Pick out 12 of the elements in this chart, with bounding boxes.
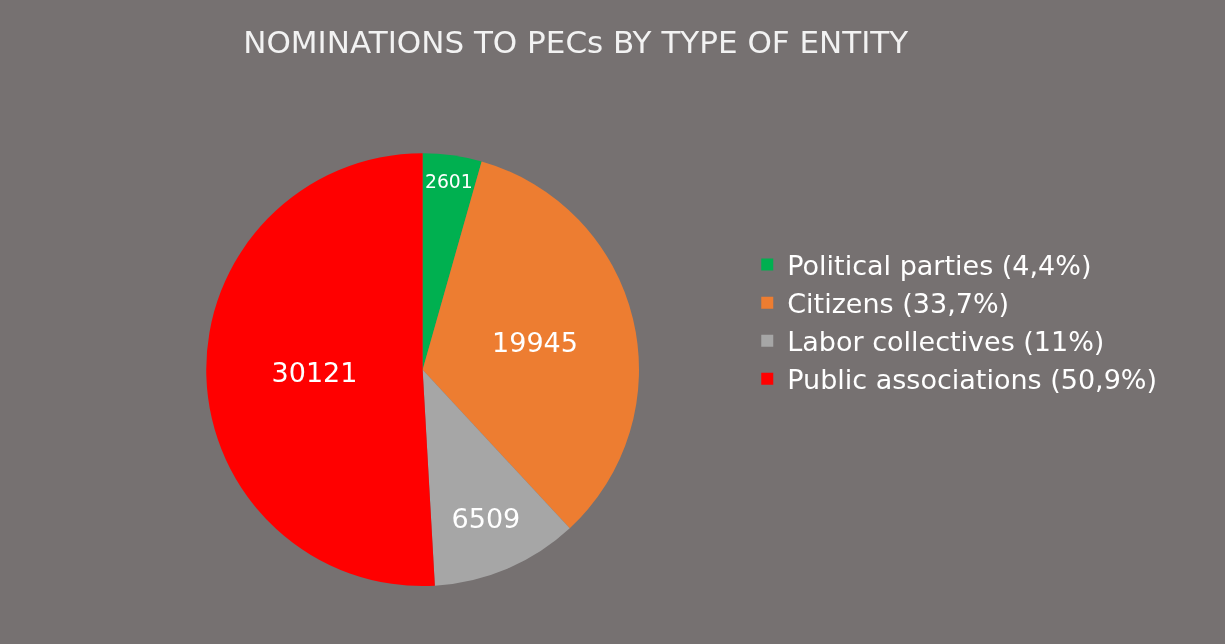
pie-slice xyxy=(422,153,482,370)
legend-label: Public associations (50,9%) xyxy=(787,364,1158,396)
pie-slice xyxy=(422,161,639,529)
data-label: 19945 xyxy=(492,327,578,359)
legend-label: Political parties (4,4%) xyxy=(787,250,1092,282)
chart-title: NOMINATIONS TO PECs BY TYPE OF ENTITY xyxy=(243,23,909,60)
pie-slice xyxy=(422,369,570,586)
legend-label: Labor collectives (11%) xyxy=(787,326,1105,358)
data-label: 30121 xyxy=(271,357,358,389)
data-label: 2601 xyxy=(424,170,473,192)
legend-label: Citizens (33,7%) xyxy=(787,288,1010,320)
data-label: 6509 xyxy=(451,502,521,534)
